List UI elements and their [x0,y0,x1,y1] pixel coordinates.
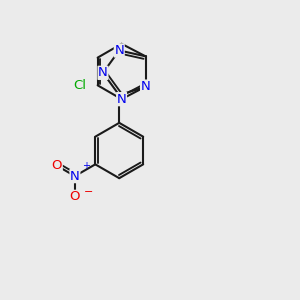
Text: N: N [117,93,127,106]
Text: N: N [98,66,108,79]
Text: Cl: Cl [73,79,86,92]
Text: +: + [82,161,90,171]
Text: N: N [114,44,124,57]
Text: N: N [70,169,80,183]
Text: −: − [84,188,94,197]
Text: O: O [70,190,80,203]
Text: O: O [52,159,62,172]
Text: N: N [141,80,150,93]
